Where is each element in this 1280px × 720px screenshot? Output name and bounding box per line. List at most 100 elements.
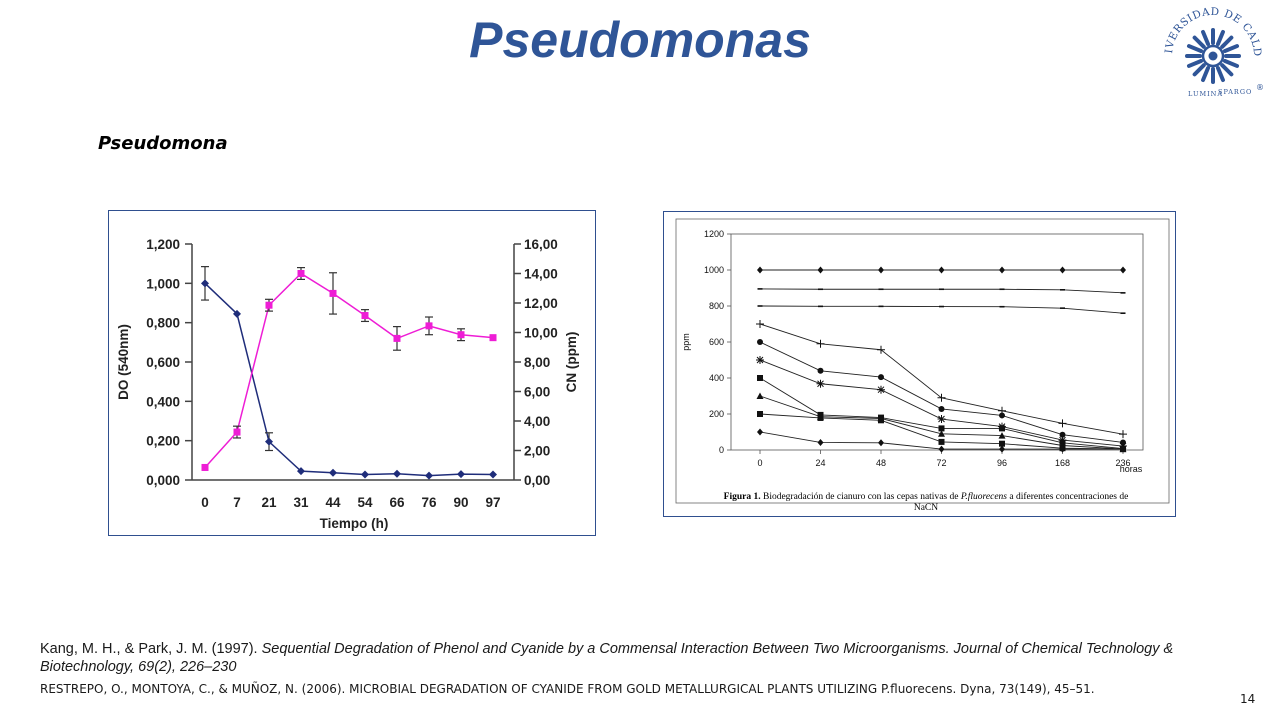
figure-do-cn-vs-time: 0,000 0,200 0,400 0,600 0,800 1,000 1,200 0,00 2… [108,210,596,536]
series-1-point [999,266,1005,274]
x-tick-label: 66 [389,495,405,510]
series-9-point [938,438,945,445]
logo-text-top: UNIVERSIDAD DE CALDAS [1158,4,1263,57]
series-6-point [937,415,946,424]
logo-sun-ray [1223,58,1240,68]
series-2-point [361,312,369,320]
series-4-point [877,345,885,354]
series-4-point [816,339,825,348]
series-4-point [1058,419,1067,428]
series-10-point [999,445,1005,453]
svg-text:UNIVERSIDAD DE CALDAS: UNIVERSIDAD DE CALDAS [1158,4,1263,57]
slide-title: Pseudomonas [469,12,811,68]
series-1-point [1120,266,1126,274]
logo-sun-ring [1201,44,1225,68]
left-y-tick-label: 0,400 [146,394,180,409]
series-2-point [425,322,433,330]
x-tick-label: 0 [757,458,762,468]
figure-cyanide-biodegradation: Figura 1. Biodegradación de cianuro con … [663,211,1176,517]
series-1-point [489,470,497,479]
series-4-point [937,393,946,402]
series-1-point [757,266,763,274]
series-8-point [998,432,1006,439]
series-10-point [938,445,945,453]
series-2-point [233,428,241,436]
left-y-tick-label: 0,600 [146,355,180,370]
reference-1-title: Sequential Degradation of Phenol and Cya… [40,641,1174,675]
left-y-tick-label: 1,000 [146,276,180,291]
series-7-point [757,375,763,381]
y-tick-label: 800 [709,301,724,311]
x-tick-label: 21 [261,495,277,510]
x-tick-label: 72 [936,458,946,468]
series-8-point [938,430,945,437]
series-1-point [265,437,273,446]
y-tick-label: 400 [709,373,724,383]
logo-sun-ray [1192,35,1206,49]
logo-sun-emblem [1185,28,1241,84]
x-tick-label: 96 [997,458,1007,468]
page-number: 14 [1240,692,1256,706]
figure-2-caption-line1: Figura 1. Biodegradación de cianuro con … [724,491,1129,502]
series-1-point [201,279,209,288]
x-tick-label: 236 [1115,458,1130,468]
series-1-point [393,469,401,478]
series-2-line [204,272,494,468]
university-logo: UNIVERSIDAD DE CALDAS LUMINA SPARGO ® [1158,4,1264,98]
series-1-point [329,468,337,477]
reference-1-authors: Kang, M. H., & Park, J. M. (1997). [40,641,262,657]
right-y-tick-label: 16,00 [524,237,558,252]
logo-sun-ray [1220,35,1234,49]
right-y-tick-label: 6,00 [524,385,550,400]
right-y-tick-label: 12,00 [524,296,558,311]
series-9-point [999,440,1005,447]
logo-sun-ray [1186,44,1203,54]
series-2-point [489,334,497,342]
x-axis-title: horas [1120,464,1143,474]
series-5-point [757,339,763,345]
series-1-point [457,470,465,479]
x-tick-label: 0 [201,495,209,510]
figure-2-caption-line2: NaCN [914,503,938,513]
x-tick-label: 48 [876,458,886,468]
series-6-point [756,356,764,364]
logo-registered-mark: ® [1256,83,1264,92]
series-8-point [756,392,764,399]
slide-subtitle: Pseudomona [98,133,228,154]
series-1-point [817,266,824,274]
series-10-point [1059,445,1066,453]
left-y-tick-label: 0,800 [146,316,180,331]
series-2-point [201,463,209,471]
y-axis-title: ppm [681,333,691,351]
series-5-point [938,405,945,412]
logo-sun-core [1208,51,1218,61]
series-1-point [361,470,369,479]
series-1-point [1059,266,1066,274]
series-9-point [878,417,884,424]
series-2-point [297,270,305,277]
series-5-point [817,367,824,374]
x-tick-label: 168 [1055,458,1070,468]
y-tick-label: 200 [709,409,724,419]
x-tick-label: 97 [485,495,500,510]
left-y-axis-title: DO (540nm) [116,324,131,400]
series-7-point [999,425,1005,432]
series-1-point [878,266,884,274]
y-tick-label: 0 [719,445,724,455]
series-5-point [999,412,1005,419]
series-1-point [233,309,241,318]
logo-sun-ray [1215,29,1225,46]
series-9-point [817,414,824,421]
right-y-tick-label: 14,00 [524,267,558,282]
series-10-point [757,428,763,436]
right-y-tick-label: 4,00 [524,414,550,429]
series-7-point [938,425,945,432]
series-2-point [265,301,273,309]
series-2-point [393,334,401,342]
series-10-point [878,439,884,447]
reference-restrepo: RESTREPO, O., MONTOYA, C., & MUÑOZ, N. (… [40,682,1095,696]
x-tick-label: 54 [357,495,373,510]
logo-sun-ray [1186,58,1203,68]
series-2-point [457,331,465,339]
x-tick-label: 31 [293,495,309,510]
